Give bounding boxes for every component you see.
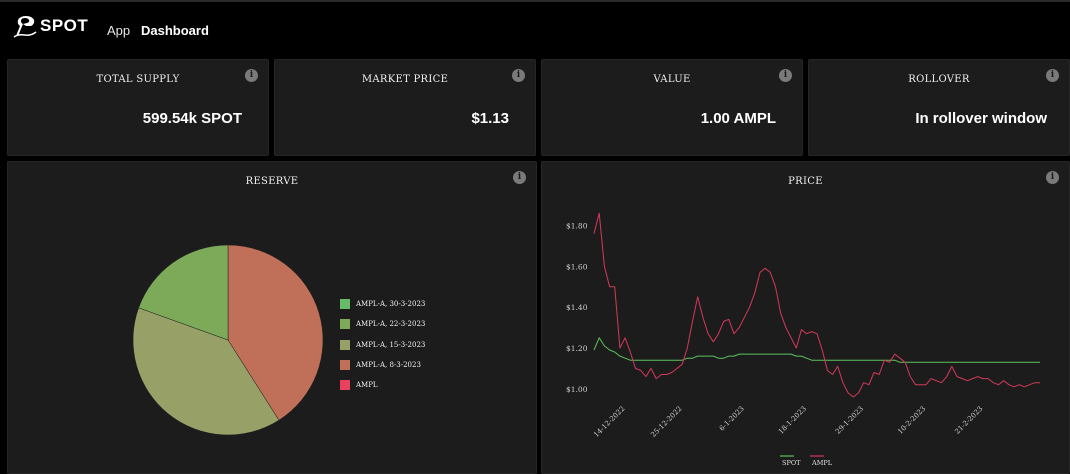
price-card: PRICE i — [541, 161, 1070, 474]
legend-label: AMPL-A, 8-3-2023 — [356, 361, 421, 370]
legend-swatch — [340, 360, 350, 371]
stat-card-market-price: MARKET PRICE i $1.13 — [274, 59, 536, 156]
spot-logo[interactable]: SPOT — [12, 14, 88, 38]
legend-item[interactable]: AMPL-A, 8-3-2023 — [340, 355, 425, 375]
stat-value: 1.00 AMPL — [700, 110, 776, 127]
legend-item[interactable]: AMPL-A, 15-3-2023 — [340, 335, 425, 355]
info-icon[interactable]: i — [1046, 69, 1059, 82]
info-icon[interactable]: i — [1046, 171, 1059, 184]
info-icon[interactable]: i — [779, 69, 792, 82]
legend-label: AMPL-A, 30-3-2023 — [356, 300, 426, 309]
legend-item[interactable]: AMPL — [340, 375, 425, 395]
info-icon[interactable]: i — [245, 69, 258, 82]
info-icon[interactable]: i — [513, 171, 526, 184]
info-icon[interactable]: i — [512, 69, 525, 82]
logo-text: SPOT — [40, 16, 89, 35]
stat-title: ROLLOVER — [908, 74, 970, 85]
stat-value: In rollover window — [915, 110, 1047, 127]
legend-swatch — [340, 299, 350, 310]
nav-link-dashboard[interactable]: Dashboard — [141, 23, 209, 38]
legend-label: AMPL — [356, 381, 378, 390]
stat-title: VALUE — [653, 74, 691, 85]
reserve-title: RESERVE — [245, 176, 299, 187]
legend-swatch — [340, 319, 350, 330]
legend-label: AMPL-A, 15-3-2023 — [356, 340, 426, 349]
legend-item[interactable]: AMPL-A, 30-3-2023 — [340, 294, 425, 314]
stat-value: $1.13 — [471, 110, 509, 127]
legend-swatch — [340, 380, 350, 391]
stat-value: 599.54k SPOT — [142, 110, 242, 127]
price-title: PRICE — [788, 176, 823, 187]
reserve-card: RESERVE i — [7, 161, 537, 474]
stat-card-total-supply: TOTAL SUPPLY i 599.54k SPOT — [7, 59, 269, 156]
top-navbar: SPOT App Dashboard — [0, 0, 1070, 55]
legend-label: AMPL-A, 22-3-2023 — [356, 320, 426, 329]
stat-title: TOTAL SUPPLY — [96, 74, 180, 85]
legend-swatch — [340, 339, 350, 350]
spot-logo-icon — [13, 16, 37, 38]
stat-card-value: VALUE i 1.00 AMPL — [541, 59, 803, 156]
stat-card-rollover: ROLLOVER i In rollover window — [808, 59, 1070, 156]
reserve-legend: AMPL-A, 30-3-2023 AMPL-A, 22-3-2023 AMPL… — [340, 294, 425, 395]
nav-link-app[interactable]: App — [107, 23, 131, 38]
stat-title: MARKET PRICE — [361, 74, 449, 85]
legend-item[interactable]: AMPL-A, 22-3-2023 — [340, 314, 425, 334]
